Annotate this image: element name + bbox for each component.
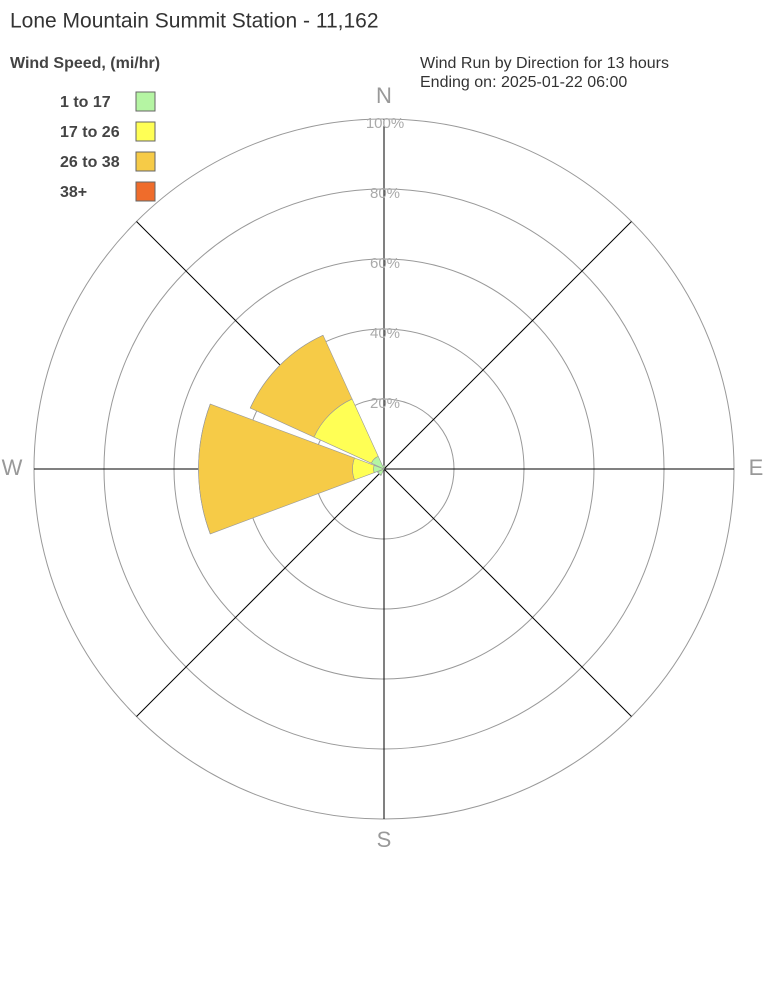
r-tick-label: 20% [370, 395, 400, 412]
legend-swatch [135, 121, 156, 142]
direction-label: E [749, 455, 764, 480]
legend-swatch [135, 91, 156, 112]
direction-label: S [377, 827, 392, 852]
r-tick-label: 60% [370, 255, 400, 272]
wedge [198, 403, 211, 535]
r-tick-label: 80% [370, 185, 400, 202]
wedge [249, 334, 324, 409]
direction-label: N [376, 83, 392, 108]
chart-title: Lone Mountain Summit Station - 11,162 [10, 10, 379, 33]
subtitle: Wind Run by Direction for 13 hours [420, 55, 669, 72]
direction-label: W [2, 455, 23, 480]
legend-label: 26 to 38 [60, 154, 120, 171]
legend-swatch [135, 181, 156, 202]
r-tick-label: 40% [370, 325, 400, 342]
legend-swatch [135, 151, 156, 172]
r-tick-label: 100% [366, 115, 404, 132]
legend-label: 17 to 26 [60, 124, 120, 141]
legend-title: Wind Speed, (mi/hr) [10, 55, 160, 72]
legend-label: 1 to 17 [60, 94, 111, 111]
legend-label: 38+ [60, 184, 87, 201]
wedge [377, 471, 382, 476]
subtitle: Ending on: 2025-01-22 06:00 [420, 74, 627, 91]
